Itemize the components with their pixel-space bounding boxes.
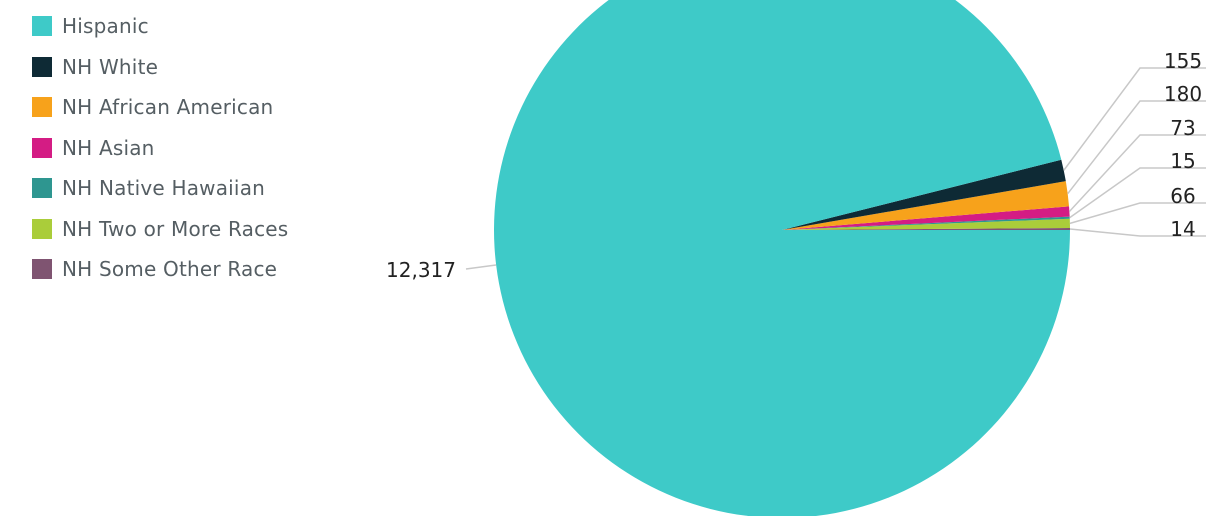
chart-legend: Hispanic NH White NH African American NH As… bbox=[32, 6, 288, 290]
legend-item-nh-two-or-more-races[interactable]: NH Two or More Races bbox=[32, 209, 288, 250]
leader-lines bbox=[465, 67, 1206, 270]
legend-item-nh-native-hawaiian[interactable]: NH Native Hawaiian bbox=[32, 168, 288, 209]
legend-swatch bbox=[32, 137, 52, 158]
pie-slice-nh-white[interactable] bbox=[782, 159, 1066, 230]
legend-swatch bbox=[32, 178, 52, 199]
pie-slices bbox=[494, 0, 1070, 516]
legend-label: NH African American bbox=[62, 95, 274, 120]
legend-item-nh-some-other-race[interactable]: NH Some Other Race bbox=[32, 249, 288, 290]
legend-item-nh-asian[interactable]: NH Asian bbox=[32, 128, 288, 169]
pie-slice-nh-two-or-more-races[interactable] bbox=[782, 218, 1070, 230]
data-label-nh-two-or-more-races: 66 bbox=[1170, 184, 1195, 208]
leader-line bbox=[465, 264, 497, 270]
legend-swatch bbox=[32, 56, 52, 77]
legend-label: NH Asian bbox=[62, 135, 155, 160]
legend-swatch bbox=[32, 16, 52, 37]
data-label-nh-african-american: 180 bbox=[1164, 82, 1202, 106]
legend-item-nh-white[interactable]: NH White bbox=[32, 47, 288, 88]
legend-label: NH White bbox=[62, 54, 159, 79]
legend-label: NH Native Hawaiian bbox=[62, 176, 266, 201]
legend-item-hispanic[interactable]: Hispanic bbox=[32, 6, 288, 47]
legend-swatch bbox=[32, 218, 52, 239]
legend-label: NH Some Other Race bbox=[62, 257, 278, 282]
legend-label: Hispanic bbox=[62, 14, 149, 39]
legend-swatch bbox=[32, 259, 52, 280]
pie-slice-hispanic[interactable] bbox=[494, 0, 1070, 516]
pie-slice-nh-native-hawaiian[interactable] bbox=[782, 216, 1070, 230]
leader-line bbox=[1067, 100, 1206, 195]
leader-line bbox=[1068, 134, 1206, 212]
data-label-nh-native-hawaiian: 15 bbox=[1170, 149, 1195, 173]
leader-line bbox=[1069, 202, 1206, 225]
pie-slice-nh-african-american[interactable] bbox=[782, 181, 1070, 230]
leader-line bbox=[1063, 67, 1206, 171]
data-label-hispanic: 12,317 bbox=[386, 258, 456, 282]
leader-line bbox=[1069, 167, 1206, 219]
data-label-nh-white: 155 bbox=[1164, 49, 1202, 73]
pie-slice-nh-asian[interactable] bbox=[782, 206, 1070, 230]
pie-slice-nh-some-other-race[interactable] bbox=[782, 228, 1070, 230]
legend-label: NH Two or More Races bbox=[62, 216, 289, 241]
legend-swatch bbox=[32, 97, 52, 118]
leader-line bbox=[1069, 228, 1206, 237]
data-label-nh-some-other-race: 14 bbox=[1170, 217, 1195, 241]
legend-item-nh-african-american[interactable]: NH African American bbox=[32, 87, 288, 128]
data-labels: 155 180 73 15 66 14 12,317 bbox=[386, 49, 1202, 282]
data-label-nh-asian: 73 bbox=[1170, 116, 1195, 140]
